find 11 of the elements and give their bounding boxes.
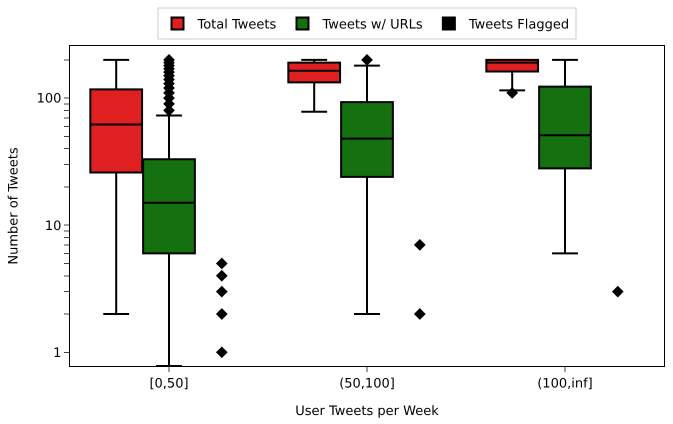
y-tick-label: 10: [44, 218, 62, 234]
legend-label: Tweets Flagged: [468, 18, 570, 33]
y-axis-title: Number of Tweets: [6, 147, 22, 265]
legend-label: Tweets w/ URLs: [322, 18, 423, 33]
legend-label: Total Tweets: [196, 18, 277, 33]
x-tick-label: (100,inf]: [537, 376, 593, 392]
x-tick-label: (50,100]: [339, 376, 395, 392]
x-tick-label: [0,50]: [149, 376, 189, 392]
x-axis-title: User Tweets per Week: [295, 404, 440, 420]
y-tick-label: 1: [53, 346, 62, 361]
y-tick-label: 100: [36, 92, 62, 107]
